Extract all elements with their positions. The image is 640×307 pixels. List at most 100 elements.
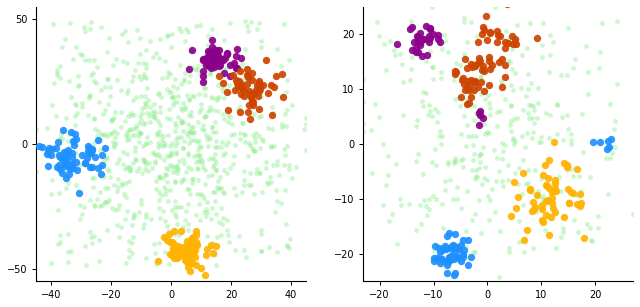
Point [162, 34, 172, 39]
Point [451, 245, 461, 250]
Point [409, 40, 419, 45]
Point [174, 159, 184, 164]
Point [114, 157, 124, 161]
Point [433, 36, 443, 41]
Point [163, 133, 173, 138]
Point [405, 27, 415, 32]
Point [165, 72, 175, 77]
Point [525, 188, 535, 192]
Point [195, 192, 205, 197]
Point [190, 67, 200, 72]
Point [206, 216, 216, 221]
Point [193, 68, 203, 73]
Point [31, 126, 42, 131]
Point [472, 174, 483, 179]
Point [551, 246, 561, 251]
Point [179, 224, 189, 229]
Point [468, 80, 479, 85]
Point [203, 65, 213, 70]
Point [156, 95, 166, 100]
Point [474, 166, 484, 171]
Point [531, 193, 541, 198]
Point [570, 56, 580, 61]
Point [569, 217, 579, 222]
Point [134, 139, 144, 144]
Point [86, 72, 96, 77]
Point [141, 48, 152, 53]
Point [443, 160, 453, 165]
Point [182, 239, 192, 243]
Point [490, 210, 500, 215]
Point [442, 270, 452, 275]
Point [476, 91, 486, 96]
Point [106, 118, 116, 123]
Point [216, 145, 226, 150]
Point [111, 56, 121, 61]
Point [188, 154, 198, 159]
Point [397, 80, 408, 85]
Point [435, 39, 445, 44]
Point [191, 23, 202, 28]
Point [183, 245, 193, 250]
Point [168, 166, 179, 171]
Point [223, 120, 233, 125]
Point [367, 170, 377, 175]
Point [279, 162, 289, 167]
Point [248, 147, 259, 152]
Point [141, 75, 151, 80]
Point [59, 161, 69, 165]
Point [559, 214, 569, 219]
Point [157, 138, 167, 142]
Point [218, 56, 228, 61]
Point [602, 147, 612, 152]
Point [532, 192, 543, 197]
Point [269, 84, 280, 89]
Point [185, 249, 195, 254]
Point [451, 185, 461, 190]
Point [436, 76, 447, 80]
Point [577, 150, 588, 154]
Point [116, 32, 127, 37]
Point [533, 86, 543, 91]
Point [489, 148, 499, 153]
Point [52, 72, 62, 77]
Point [472, 39, 483, 44]
Point [120, 216, 130, 221]
Point [471, 173, 481, 178]
Point [183, 202, 193, 207]
Point [183, 150, 193, 155]
Point [442, 246, 452, 251]
Point [280, 112, 291, 117]
Point [563, 165, 573, 170]
Point [444, 231, 454, 236]
Point [105, 93, 115, 98]
Point [423, 37, 433, 41]
Point [93, 137, 103, 142]
Point [219, 95, 229, 100]
Point [61, 185, 71, 190]
Point [223, 107, 233, 112]
Point [188, 124, 198, 129]
Point [284, 57, 294, 62]
Point [255, 145, 265, 150]
Point [458, 254, 468, 259]
Point [189, 129, 199, 134]
Point [179, 129, 189, 134]
Point [441, 246, 451, 251]
Point [108, 63, 118, 68]
Point [191, 245, 202, 250]
Point [209, 107, 219, 112]
Point [185, 268, 195, 273]
Point [86, 150, 96, 155]
Point [112, 161, 122, 166]
Point [186, 244, 196, 249]
Point [541, 213, 551, 218]
Point [544, 186, 554, 191]
Point [195, 102, 205, 107]
Point [106, 119, 116, 124]
Point [127, 132, 137, 137]
Point [523, 180, 533, 185]
Point [135, 35, 145, 40]
Point [67, 163, 77, 168]
Point [85, 165, 95, 169]
